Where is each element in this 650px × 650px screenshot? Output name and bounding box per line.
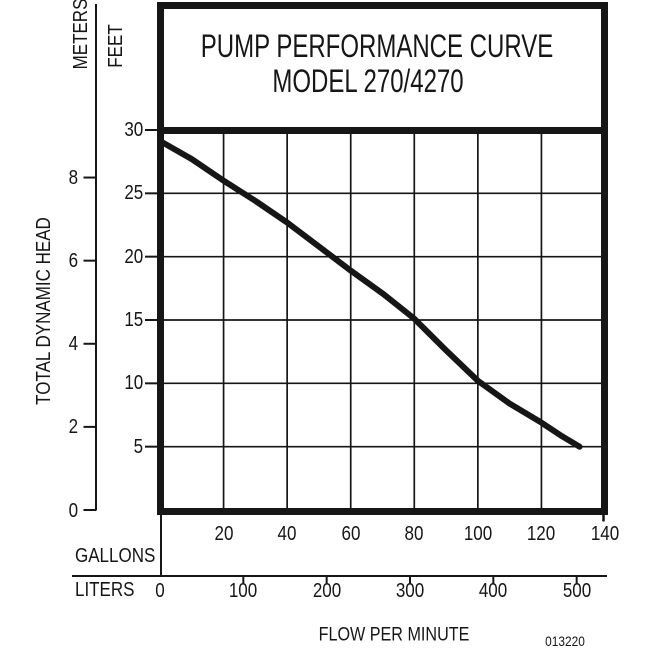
- liters-tick-label: 500: [562, 579, 591, 602]
- feet-unit-label: FEET: [105, 24, 127, 68]
- meters-tick-label: 4: [69, 332, 79, 355]
- chart-subtitle: MODEL 270/4270: [272, 63, 464, 99]
- meters-tick-label: 0: [69, 500, 79, 522]
- liters-tick-label: 0: [155, 579, 165, 602]
- meters-unit-label: METERS: [70, 0, 92, 70]
- liters-tick-label: 300: [395, 579, 425, 602]
- feet-tick-label: 20: [124, 245, 143, 268]
- gallons-tick-label: 20: [214, 523, 234, 545]
- gallons-tick-label: 40: [277, 523, 297, 545]
- feet-tick-label: 10: [124, 372, 143, 395]
- pump-curve: [160, 139, 583, 450]
- part-number: 013220: [545, 633, 585, 649]
- liters-tick-label: 400: [479, 579, 508, 602]
- meters-tick-label: 6: [69, 249, 79, 272]
- liters-unit-label: LITERS: [75, 579, 135, 601]
- feet-tick-label: 25: [124, 182, 143, 205]
- gallons-tick-label: 100: [463, 523, 493, 545]
- feet-tick-label: 5: [133, 435, 143, 458]
- meters-tick-label: 2: [69, 415, 79, 438]
- gallons-unit-label: GALLONS: [75, 545, 156, 567]
- feet-tick-label: 15: [124, 309, 143, 331]
- gallons-tick-label: 80: [404, 523, 424, 545]
- liters-tick-label: 200: [312, 579, 341, 602]
- gallons-tick-label: 140: [590, 523, 620, 545]
- chart-title: PUMP PERFORMANCE CURVE: [200, 28, 554, 64]
- feet-tick-label: 30: [124, 119, 143, 141]
- meters-tick-label: 8: [69, 166, 79, 189]
- x-axis-title: FLOW PER MINUTE: [318, 624, 470, 646]
- gallons-tick-label: 120: [527, 523, 556, 545]
- liters-tick-label: 100: [229, 579, 258, 602]
- y-axis-title: TOTAL DYNAMIC HEAD: [33, 217, 55, 405]
- gallons-tick-label: 60: [341, 523, 361, 545]
- chart-frame: [157, 2, 608, 515]
